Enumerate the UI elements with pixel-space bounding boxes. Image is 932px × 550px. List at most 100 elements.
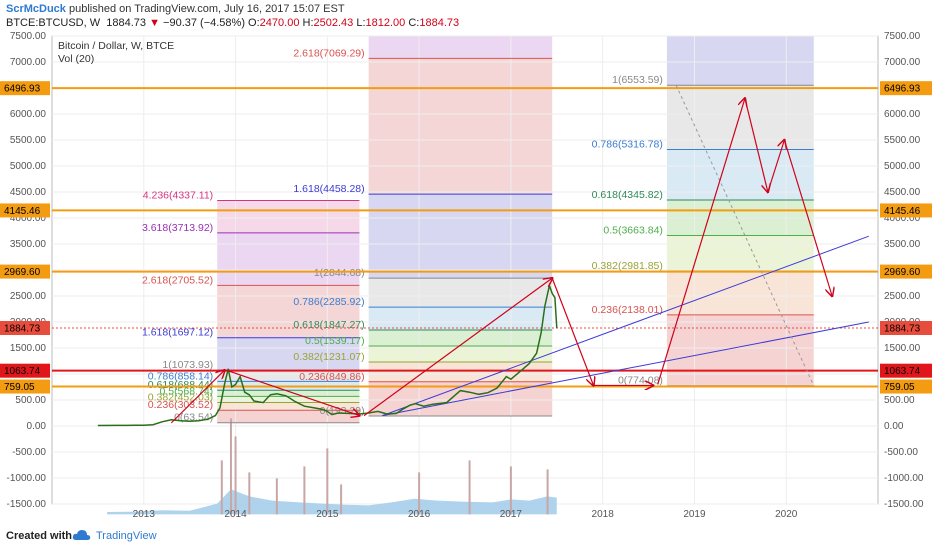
y-tick-label: 4500.00 bbox=[10, 187, 47, 198]
y-tick-label: 7000.00 bbox=[10, 57, 47, 68]
close-value: 1884.73 bbox=[419, 17, 460, 29]
fib-zone bbox=[368, 307, 553, 330]
projection-arrow bbox=[226, 369, 359, 415]
fib-zone bbox=[217, 200, 360, 233]
y-tick-label: 1500.00 bbox=[10, 343, 47, 354]
y-tick-label: 500.00 bbox=[15, 395, 46, 406]
price-chart[interactable]: 0(63.54)0.236(303.52)0.382(452.03)0.5(56… bbox=[0, 32, 932, 522]
y-tick-label: 5500.00 bbox=[884, 135, 921, 146]
y-tick-label: 4500.00 bbox=[884, 187, 921, 198]
fib-zone bbox=[666, 36, 814, 86]
author-link[interactable]: ScrMcDuck bbox=[6, 3, 66, 15]
y-tick-label: 2500.00 bbox=[884, 291, 921, 302]
x-tick-label: 2015 bbox=[316, 509, 339, 520]
price-tag-left bbox=[0, 203, 50, 218]
price-line bbox=[97, 282, 558, 427]
fib-zone bbox=[217, 337, 360, 371]
projection-arrow bbox=[170, 370, 224, 424]
fib-zone bbox=[217, 396, 360, 403]
price-tag-right-text: 2969.60 bbox=[884, 267, 921, 278]
tradingview-brand[interactable]: TradingView bbox=[96, 530, 157, 542]
fib-level-label: 0.236(849.86) bbox=[299, 371, 364, 383]
fib-zone bbox=[368, 345, 553, 362]
y-tick-label: 2500.00 bbox=[10, 291, 47, 302]
price-tag-left bbox=[0, 264, 50, 279]
projection-arrow bbox=[363, 278, 552, 417]
y-tick-label: 7500.00 bbox=[884, 32, 921, 42]
price-tag-left bbox=[0, 81, 50, 96]
fib-zone bbox=[368, 278, 553, 308]
fib-level-label: 0.382(2981.85) bbox=[592, 260, 663, 272]
fib-level-label: 0.786(858.14) bbox=[148, 370, 213, 382]
x-tick-label: 2017 bbox=[500, 509, 523, 520]
fib-zone bbox=[217, 370, 360, 382]
fib-zone bbox=[368, 194, 553, 279]
fib-level-label: 0.382(1231.07) bbox=[293, 351, 364, 363]
fib-zone bbox=[217, 232, 360, 286]
x-tick-label: 2013 bbox=[133, 509, 156, 520]
fib-level-label: 0.786(2285.92) bbox=[293, 296, 364, 308]
fib-level-label: 1(2844.68) bbox=[314, 267, 365, 279]
y-tick-label: 5000.00 bbox=[10, 161, 47, 172]
projection-line bbox=[675, 85, 815, 386]
fib-zone bbox=[368, 329, 553, 346]
chart-title: Bitcoin / Dollar, W, BTCE bbox=[58, 40, 174, 52]
fib-zone bbox=[666, 235, 814, 271]
created-with-text: Created with bbox=[6, 530, 73, 542]
fib-level-label: 0.236(303.52) bbox=[148, 399, 213, 411]
fib-zone bbox=[217, 410, 360, 423]
footer: Created with TradingView bbox=[0, 522, 932, 550]
y-tick-label: 0.00 bbox=[27, 421, 47, 432]
x-tick-label: 2019 bbox=[683, 509, 706, 520]
price-tag-right bbox=[880, 81, 932, 96]
x-tick-label: 2014 bbox=[224, 509, 247, 520]
price-tag-left bbox=[0, 379, 50, 394]
y-tick-label: 500.00 bbox=[884, 395, 915, 406]
price-tag-right bbox=[880, 203, 932, 218]
fib-level-label: 2.618(2705.52) bbox=[142, 274, 213, 286]
low-label: L: bbox=[356, 17, 366, 29]
y-tick-label: 1500.00 bbox=[884, 343, 921, 354]
open-value: 2470.00 bbox=[259, 17, 300, 29]
price-tag-left-text: 6496.93 bbox=[4, 84, 41, 95]
last-price: 1884.73 bbox=[106, 17, 147, 29]
ohlc-line: BTCE:BTCUSD, W 1884.73 ▼ −90.37 (−4.58%)… bbox=[6, 17, 459, 29]
y-tick-label: -500.00 bbox=[884, 447, 918, 458]
y-tick-label: 5000.00 bbox=[884, 161, 921, 172]
fib-zone bbox=[217, 402, 360, 411]
projection-arrow bbox=[744, 98, 768, 192]
price-tag-right-text: 1063.74 bbox=[884, 366, 921, 377]
price-tag-left bbox=[0, 363, 50, 378]
tradingview-cloud-icon bbox=[72, 530, 91, 540]
fib-level-label: 1(1073.93) bbox=[162, 359, 213, 371]
fib-level-label: 1(6553.59) bbox=[612, 74, 663, 86]
low-value: 1812.00 bbox=[365, 17, 406, 29]
y-tick-label: 0.00 bbox=[884, 421, 904, 432]
price-tag-left-text: 4145.46 bbox=[4, 206, 41, 217]
price-tag-right-text: 1884.73 bbox=[884, 323, 921, 334]
y-tick-label: 3500.00 bbox=[10, 239, 47, 250]
symbol-label: BTCE:BTCUSD, W bbox=[6, 17, 101, 29]
price-tag-right-text: 759.05 bbox=[884, 382, 915, 393]
fib-level-label: 0.5(3663.84) bbox=[603, 224, 663, 236]
fib-level-label: 0.786(5316.78) bbox=[592, 139, 663, 151]
y-tick-label: 6000.00 bbox=[884, 109, 921, 120]
high-label: H: bbox=[302, 17, 314, 29]
fib-zone bbox=[666, 314, 814, 386]
fib-level-label: 0.618(1847.27) bbox=[293, 319, 364, 331]
x-tick-label: 2020 bbox=[775, 509, 798, 520]
price-tag-left-text: 759.05 bbox=[4, 382, 35, 393]
price-tag-left bbox=[0, 320, 50, 335]
y-tick-label: 4000.00 bbox=[884, 213, 921, 224]
y-tick-label: -1000.00 bbox=[884, 473, 924, 484]
price-tag-left-text: 1063.74 bbox=[4, 366, 41, 377]
price-tag-right bbox=[880, 379, 932, 394]
fib-level-label: 0.618(688.44) bbox=[148, 379, 213, 391]
price-change: −90.37 (−4.58%) bbox=[163, 17, 245, 29]
volume-area bbox=[107, 489, 557, 515]
publish-text: published on TradingView.com, July 16, 2… bbox=[68, 3, 345, 15]
fib-zone bbox=[368, 36, 553, 59]
y-tick-label: 7500.00 bbox=[10, 32, 47, 42]
y-tick-label: -1500.00 bbox=[884, 499, 924, 510]
price-tag-right bbox=[880, 363, 932, 378]
